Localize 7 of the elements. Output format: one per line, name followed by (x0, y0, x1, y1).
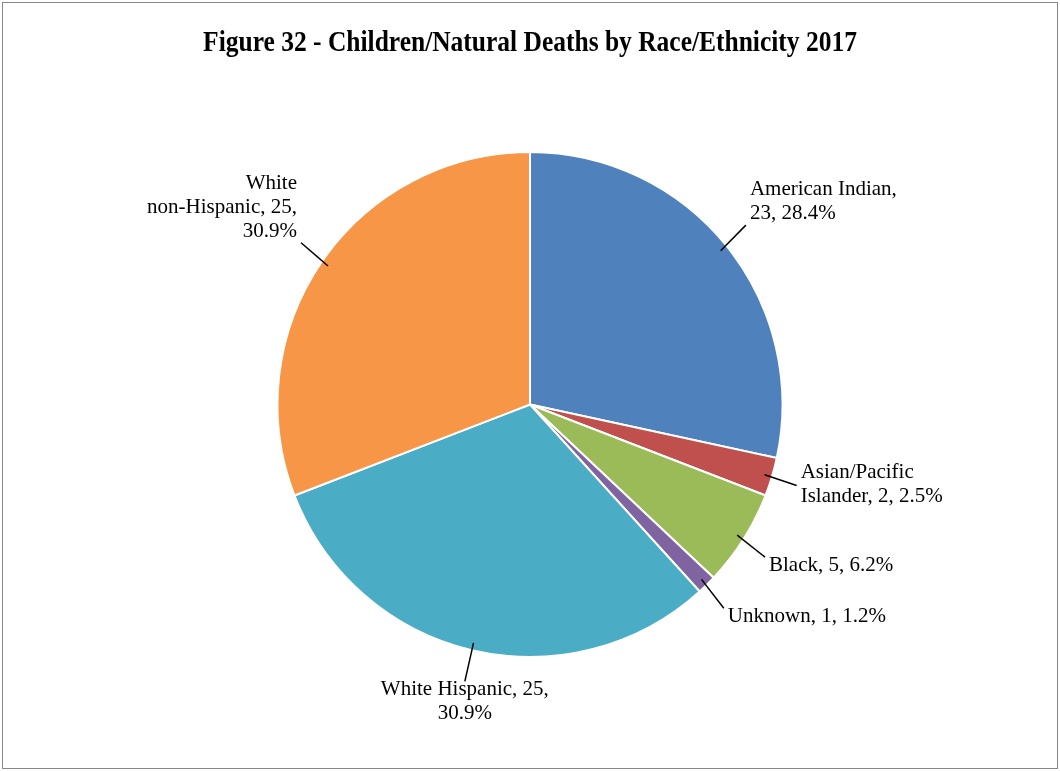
slice-label: American Indian, 23, 28.4% (749, 176, 897, 225)
slice-label: White Hispanic, 25, 30.9% (380, 676, 549, 725)
chart-title: Figure 32 - Children/Natural Deaths by Race/Ethnicity 2017 (203, 23, 857, 58)
slice-label: Asian/Pacific Islander, 2, 2.5% (800, 458, 943, 507)
slice-label: Black, 5, 6.2% (768, 552, 894, 577)
slice-label: Unknown, 1, 1.2% (727, 603, 886, 628)
slice-label: White non-Hispanic, 25, 30.9% (147, 169, 298, 242)
